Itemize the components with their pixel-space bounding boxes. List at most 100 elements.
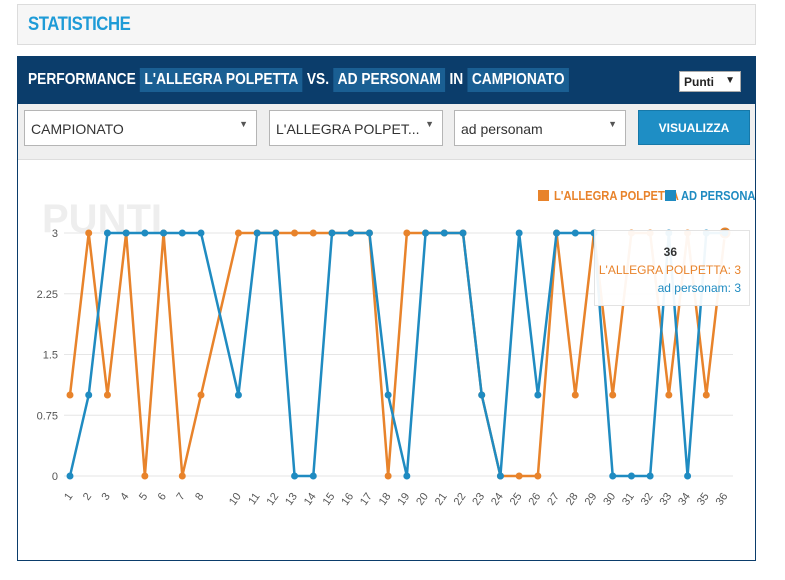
data-point[interactable]: [347, 229, 355, 237]
data-point[interactable]: [665, 391, 673, 399]
panel-title: PERFORMANCE L'ALLEGRA POLPETTA VS. AD PE…: [28, 68, 569, 92]
x-tick-label: 30: [601, 491, 618, 508]
data-point[interactable]: [403, 472, 411, 480]
x-tick-label: 28: [564, 491, 581, 508]
x-tick-label: 4: [118, 491, 131, 503]
data-point[interactable]: [85, 229, 93, 237]
y-tick-label: 0: [52, 471, 58, 483]
data-point[interactable]: [197, 229, 205, 237]
data-point[interactable]: [534, 391, 542, 399]
x-tick-label: 2: [81, 491, 94, 503]
visualize-button[interactable]: VISUALIZZA: [638, 110, 750, 145]
data-point[interactable]: [103, 229, 111, 237]
panel-header: PERFORMANCE L'ALLEGRA POLPETTA VS. AD PE…: [18, 57, 755, 104]
data-point[interactable]: [459, 229, 467, 237]
x-tick-label: 11: [246, 491, 262, 507]
data-point[interactable]: [309, 229, 317, 237]
data-point[interactable]: [291, 472, 299, 480]
team-b-dropdown[interactable]: ad personam ▼: [454, 110, 626, 146]
data-point[interactable]: [160, 229, 168, 237]
data-point[interactable]: [627, 472, 635, 480]
data-point[interactable]: [66, 391, 74, 399]
competition-dropdown[interactable]: CAMPIONATO ▼: [24, 110, 257, 146]
data-point[interactable]: [253, 229, 261, 237]
x-tick-label: 19: [395, 491, 412, 508]
x-tick-label: 10: [227, 491, 244, 508]
data-point[interactable]: [534, 472, 542, 480]
x-tick-label: 12: [264, 491, 281, 508]
data-point[interactable]: [609, 472, 617, 480]
data-point[interactable]: [609, 391, 617, 399]
data-point[interactable]: [178, 229, 186, 237]
data-point[interactable]: [122, 229, 130, 237]
x-tick-label: 5: [137, 491, 150, 503]
x-tick-label: 27: [545, 491, 562, 508]
x-tick-label: 22: [452, 491, 469, 508]
y-tick-label: 3: [52, 228, 58, 240]
data-point[interactable]: [141, 472, 149, 480]
x-tick-label: 24: [489, 491, 506, 508]
data-point[interactable]: [384, 391, 392, 399]
data-point[interactable]: [515, 472, 523, 480]
legend-swatch: [665, 190, 676, 201]
x-tick-label: 23: [470, 491, 487, 508]
team-a-dropdown[interactable]: L'ALLEGRA POLPET... ▼: [269, 110, 443, 146]
data-point[interactable]: [141, 229, 149, 237]
data-point[interactable]: [309, 472, 317, 480]
data-point[interactable]: [234, 391, 242, 399]
data-point[interactable]: [403, 229, 411, 237]
data-point[interactable]: [571, 391, 579, 399]
data-point[interactable]: [646, 472, 654, 480]
x-tick-label: 15: [321, 491, 338, 508]
data-point[interactable]: [478, 391, 486, 399]
title-prefix: PERFORMANCE: [28, 71, 136, 88]
caret-down-icon: ▼: [608, 119, 617, 129]
data-point[interactable]: [702, 391, 710, 399]
metric-select[interactable]: Punti ▼: [679, 71, 741, 92]
title-in: IN: [449, 71, 464, 88]
x-tick-label: 35: [695, 491, 712, 508]
data-point[interactable]: [440, 229, 448, 237]
legend-item-team-b[interactable]: AD PERSONAM: [681, 188, 755, 203]
x-tick-label: 32: [639, 491, 656, 508]
data-point[interactable]: [178, 472, 186, 480]
data-point[interactable]: [197, 391, 205, 399]
team-a-dropdown-value: L'ALLEGRA POLPET...: [276, 121, 420, 137]
data-point[interactable]: [66, 472, 74, 480]
team-b-chip: AD PERSONAM: [333, 68, 446, 92]
data-point[interactable]: [384, 472, 392, 480]
data-point[interactable]: [85, 391, 93, 399]
x-tick-label: 8: [193, 491, 206, 503]
team-b-dropdown-value: ad personam: [461, 121, 543, 137]
data-point[interactable]: [515, 229, 523, 237]
data-point[interactable]: [365, 229, 373, 237]
x-tick-label: 25: [508, 491, 525, 508]
caret-down-icon: ▼: [239, 119, 248, 129]
x-tick-label: 34: [676, 491, 693, 508]
y-tick-label: 2.25: [37, 289, 58, 301]
x-tick-label: 7: [174, 491, 187, 503]
data-point[interactable]: [496, 472, 504, 480]
statistics-header: STATISTICHE: [17, 4, 756, 45]
data-point[interactable]: [272, 229, 280, 237]
y-tick-label: 1.5: [43, 350, 58, 362]
competition-dropdown-value: CAMPIONATO: [31, 121, 124, 137]
tooltip-team-a: L'ALLEGRA POLPETTA: 3: [598, 263, 741, 277]
team-a-chip: L'ALLEGRA POLPETTA: [140, 68, 303, 92]
data-point[interactable]: [234, 229, 242, 237]
x-tick-label: 1: [62, 491, 75, 503]
x-tick-label: 18: [377, 491, 394, 508]
data-point[interactable]: [422, 229, 430, 237]
data-point[interactable]: [291, 229, 299, 237]
x-tick-label: 31: [620, 491, 637, 508]
x-tick-label: 16: [339, 491, 356, 508]
data-point[interactable]: [571, 229, 579, 237]
data-point[interactable]: [553, 229, 561, 237]
legend-swatch: [538, 190, 549, 201]
data-point[interactable]: [328, 229, 336, 237]
x-tick-label: 21: [433, 491, 450, 508]
data-point[interactable]: [103, 391, 111, 399]
legend-item-team-a[interactable]: L'ALLEGRA POLPETTA: [554, 188, 679, 203]
x-tick-label: 6: [156, 491, 169, 503]
data-point[interactable]: [684, 472, 692, 480]
